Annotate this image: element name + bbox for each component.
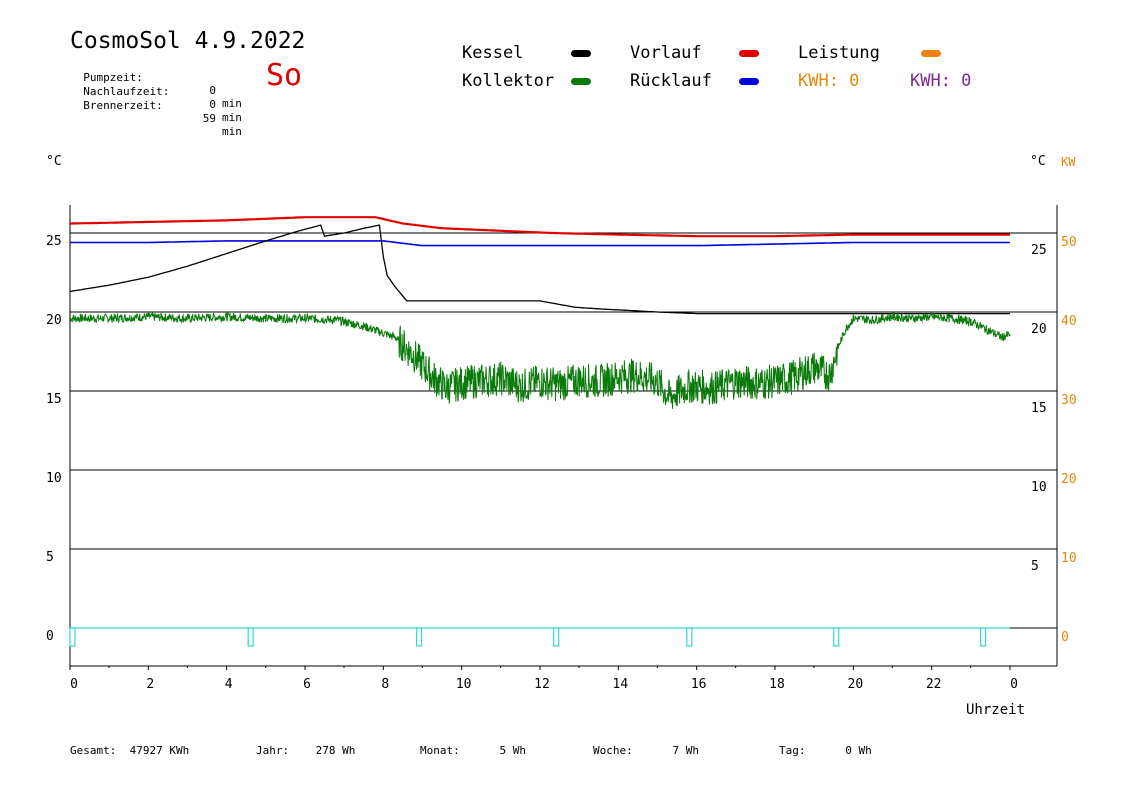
leistung-pulse [69, 627, 76, 647]
x-tick-label: 10 [456, 677, 472, 692]
footer-value: 7 Wh [672, 744, 700, 757]
stat-label: Brennerzeit: [83, 99, 163, 112]
leistung-pulse [979, 627, 987, 647]
stat-brennerzeit: Brennerzeit: 59 min [70, 86, 242, 138]
leistung-pulse [247, 627, 254, 647]
x-tick-label: 8 [381, 677, 389, 692]
y-tick-label-left: 10 [46, 471, 62, 486]
legend-kessel-label: Kessel [462, 43, 524, 63]
footer-label: Tag: [779, 744, 806, 757]
kw-tick-label: 50 [1061, 235, 1077, 250]
stat-value: 0 [209, 84, 216, 97]
x-axis-title: Uhrzeit [966, 702, 1026, 718]
right-kw-unit: KW [1061, 155, 1076, 169]
x-tick-label: 14 [613, 677, 629, 692]
legend-kollektor-swatch [571, 78, 591, 85]
y-tick-label-right: 5 [1031, 559, 1039, 574]
footer-jahr: Jahr: 278 Wh [256, 744, 355, 757]
leistung-pulse [553, 627, 560, 647]
footer-label: Jahr: [256, 744, 290, 757]
kessel-line [69, 224, 1010, 315]
leistung-pulse [833, 627, 840, 647]
legend-leistung-label: Leistung [798, 43, 880, 63]
x-tick-label: 2 [146, 677, 154, 692]
right-axis-unit: °C [1030, 154, 1046, 169]
kw-tick-label: 10 [1061, 551, 1077, 566]
stat-value: 0 [209, 98, 216, 111]
stat-unit: min [222, 125, 242, 138]
kw-tick-label: 0 [1061, 630, 1069, 645]
y-tick-label-right: 10 [1031, 480, 1047, 495]
kw-tick-label: 20 [1061, 472, 1077, 487]
x-tick-label: 18 [769, 677, 785, 692]
footer-value: 47927 KWh [129, 744, 190, 757]
stat-pumpzeit: Pumpzeit: 0 min [70, 58, 242, 110]
footer-woche: Woche: 7 Wh [593, 744, 699, 757]
y-tick-label-left: 0 [46, 629, 54, 644]
footer-label: Monat: [420, 744, 460, 757]
footer-label: Gesamt: [70, 744, 117, 757]
legend-leistung-swatch [921, 50, 941, 57]
legend-vorlauf-swatch [739, 50, 759, 57]
vorlauf-line [70, 216, 1010, 238]
ruecklauf-line [70, 240, 1010, 247]
x-tick-label: 4 [225, 677, 233, 692]
y-tick-label-right: 20 [1031, 322, 1047, 337]
stat-value: 59 [202, 112, 216, 125]
legend-vorlauf-label: Vorlauf [630, 43, 702, 63]
footer-value: 278 Wh [315, 744, 356, 757]
footer-value: 0 Wh [845, 744, 872, 757]
x-tick-label: 16 [691, 677, 707, 692]
stat-label: Pumpzeit: [83, 71, 143, 84]
stat-unit: min [222, 111, 242, 124]
leistung-pulse [686, 627, 693, 647]
kwh-purple-label: KWH: 0 [910, 71, 972, 91]
x-tick-label: 0 [70, 677, 78, 692]
y-tick-label-left: 20 [46, 313, 62, 328]
footer-tag: Tag: 0 Wh [779, 744, 872, 757]
legend-ruecklauf-label: Rücklauf [630, 71, 712, 91]
legend-kollektor-label: Kollektor [462, 71, 555, 91]
kwh-orange-label: KWH: 0 [798, 71, 860, 91]
legend-kessel-swatch [571, 50, 591, 57]
x-tick-label: 20 [848, 677, 864, 692]
footer-gesamt: Gesamt: 47927 KWh [70, 744, 189, 757]
x-tick-label: 6 [303, 677, 311, 692]
y-tick-label-right: 25 [1031, 243, 1047, 258]
weekday-label: So [266, 58, 303, 93]
chart-title: CosmoSol 4.9.2022 [70, 28, 306, 54]
footer-monat: Monat: 5 Wh [420, 744, 526, 757]
stat-label: Nachlaufzeit: [83, 85, 170, 98]
y-tick-label-right: 15 [1031, 401, 1047, 416]
kw-tick-label: 30 [1061, 393, 1077, 408]
y-tick-label-left: 5 [46, 550, 54, 565]
kollektor-line [69, 310, 1011, 409]
y-tick-label-left: 25 [46, 234, 62, 249]
x-tick-label: 12 [534, 677, 550, 692]
leistung-pulse [415, 627, 423, 647]
legend-ruecklauf-swatch [739, 78, 759, 85]
kw-tick-label: 40 [1061, 314, 1077, 329]
footer-value: 5 Wh [499, 744, 527, 757]
left-axis-unit: °C [46, 154, 62, 169]
stat-nachlaufzeit: Nachlaufzeit: 0 min [70, 72, 242, 124]
y-tick-label-left: 15 [46, 392, 62, 407]
stat-unit: min [222, 97, 242, 110]
footer-label: Woche: [593, 744, 633, 757]
x-tick-label: 22 [926, 677, 942, 692]
x-tick-label: 0 [1010, 677, 1018, 692]
